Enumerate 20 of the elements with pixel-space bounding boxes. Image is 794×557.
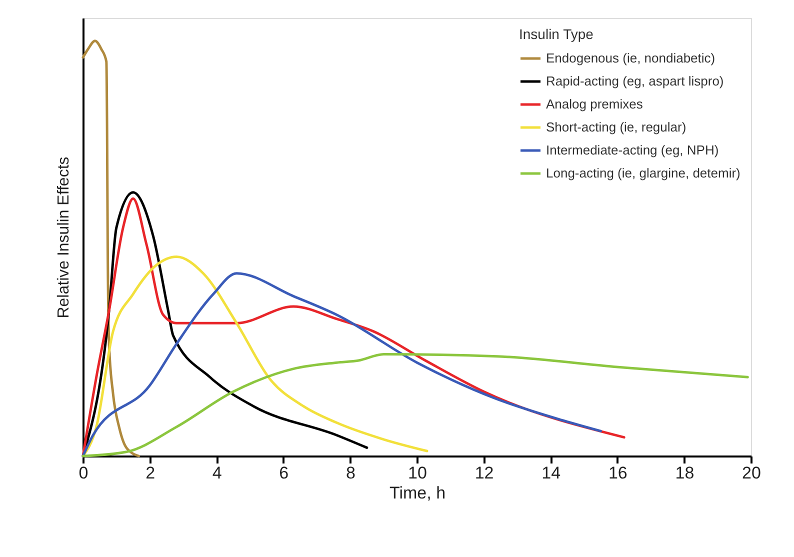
y-axis-title: Relative Insulin Effects (56, 156, 72, 318)
x-tick-label: 8 (346, 464, 356, 482)
legend-label: Rapid-acting (eg, aspart lispro) (546, 74, 724, 88)
x-axis-title: Time, h (389, 484, 446, 502)
legend-title: Insulin Type (519, 26, 594, 42)
x-tick-label: 0 (78, 464, 88, 482)
x-tick-label: 16 (608, 464, 628, 482)
legend-label: Analog premixes (546, 96, 644, 112)
x-tick-label: 2 (146, 464, 156, 482)
x-tick-label: 18 (675, 464, 694, 482)
x-tick-label: 20 (742, 464, 761, 482)
legend-label: Short-acting (ie, regular) (546, 120, 686, 134)
x-tick-label: 6 (279, 464, 289, 482)
legend-label: Intermediate-acting (eg, NPH) (546, 142, 719, 158)
legend-label: Long-acting (ie, glargine, detemir) (546, 166, 740, 180)
x-tick-label: 14 (542, 464, 561, 482)
legend-label: Endogenous (ie, nondiabetic) (546, 50, 716, 66)
x-tick-label: 4 (212, 464, 222, 482)
x-tick-label: 10 (408, 464, 427, 482)
x-tick-label: 12 (474, 464, 494, 482)
